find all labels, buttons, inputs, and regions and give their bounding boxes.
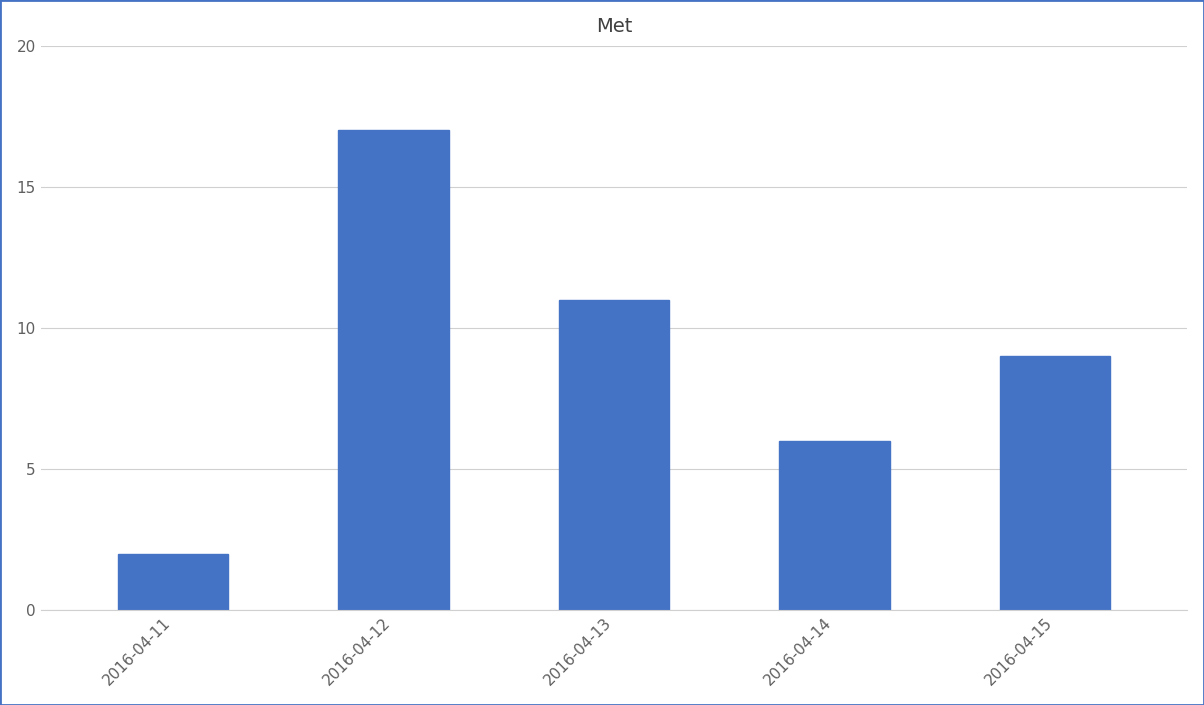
- Bar: [338, 130, 449, 611]
- Bar: [999, 356, 1110, 611]
- Bar: [559, 300, 669, 611]
- Bar: [118, 554, 229, 611]
- Bar: [779, 441, 890, 611]
- Title: Met: Met: [596, 17, 632, 36]
